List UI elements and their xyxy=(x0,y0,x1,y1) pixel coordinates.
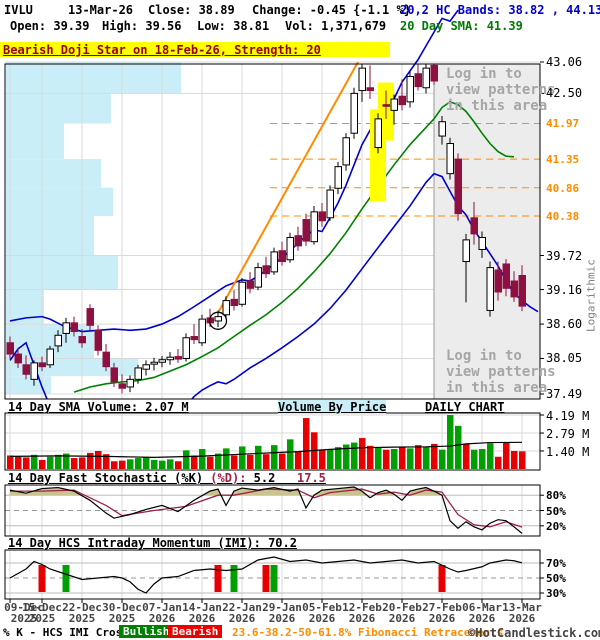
daily-chart-label: DAILY CHART xyxy=(425,400,505,414)
fib-level-label: 41.35 xyxy=(546,153,580,167)
volume-sma-line xyxy=(9,441,523,459)
stochastic-tick-label: 80% xyxy=(546,489,566,503)
date-axis-label: 15-Dec 2025 xyxy=(22,601,62,625)
date-axis-label: 07-Jan 2026 xyxy=(142,601,182,625)
price-tick-label: 42.50 xyxy=(546,86,583,101)
stochastic-k-label: 14 Day Fast Stochastic (%K) xyxy=(8,471,211,485)
date-axis-label: 09-Dec 2025 xyxy=(4,601,44,625)
open-label: Open: 39.39 xyxy=(10,19,90,33)
volume-tick-label: 4.19 M xyxy=(546,409,590,423)
login-message-bottom[interactable]: Log in to view patterns in this area xyxy=(446,348,556,396)
price-tick-label: 39.16 xyxy=(546,282,583,297)
axis-ticks xyxy=(9,61,544,603)
close-label: Close: 38.89 xyxy=(148,3,235,17)
symbol-label: IVLU xyxy=(4,3,33,17)
stochastic-k-line xyxy=(9,486,523,534)
imi-tick-label: 50% xyxy=(546,572,566,585)
fib-level-label: 40.38 xyxy=(546,210,580,223)
log-scale-label: Logarithmic xyxy=(584,259,598,332)
date-axis-label: 12-Feb 2026 xyxy=(342,601,382,625)
volume-tick-label: 2.79 M xyxy=(546,427,590,442)
stochastic-label: 14 Day Fast Stochastic (%K) (%D): 5.2 17… xyxy=(8,471,326,485)
low-label: Low: 38.81 xyxy=(197,19,270,33)
bearish-badge: Bearish xyxy=(168,625,223,638)
price-tick-label: 38.05 xyxy=(546,351,583,366)
imi-tick-label: 70% xyxy=(546,557,566,570)
volume-label: Vol: 1,371,679 xyxy=(285,19,387,33)
change-label: Change: -0.45 {-1.1 %} xyxy=(252,3,411,17)
stochastic-k-value: 5.2 xyxy=(246,471,297,485)
fib-level-label: 40.86 xyxy=(546,181,580,195)
volume-by-price-label: Volume By Price xyxy=(278,400,387,414)
date-axis-label: 29-Jan 2026 xyxy=(262,601,302,625)
pattern-banner-text: Bearish Doji Star on 18-Feb-26, Strength… xyxy=(3,43,321,57)
date-axis-label: 20-Feb 2026 xyxy=(382,601,422,625)
trend-line xyxy=(217,61,359,314)
stochastic-d-label: (%D): xyxy=(210,471,247,485)
price-tick-label: 39.72 xyxy=(546,248,583,263)
price-tick-label: 37.49 xyxy=(546,387,583,401)
copyright-label: ©HotCandlestick.com xyxy=(468,626,600,640)
date-axis-label: 30-Dec 2025 xyxy=(102,601,142,625)
date-label: 13-Mar-26 xyxy=(68,3,134,17)
date-axis-label: 27-Feb 2026 xyxy=(422,601,462,625)
volume-by-price-bars xyxy=(6,62,181,394)
stochastic-tick-label: 50% xyxy=(546,504,566,518)
imi-panel-border xyxy=(4,549,541,600)
imi-label: 14 Day HCS Intraday Momentum (IMI): 70.2 xyxy=(8,536,297,550)
pattern-banner: Bearish Doji Star on 18-Feb-26, Strength… xyxy=(0,42,390,57)
stochastic-d-line xyxy=(10,488,523,528)
imi-line xyxy=(9,556,523,594)
sma20-line xyxy=(73,100,515,393)
fibonacci-legend-label: 23.6-38.2-50-61.8% Fibonacci Retracement… xyxy=(232,626,504,639)
login-overlay-region xyxy=(433,64,540,399)
high-label: High: 39.56 xyxy=(102,19,182,33)
volume-tick-label: 1.40 M xyxy=(546,444,590,459)
sma-label: 20 Day SMA: 41.39 xyxy=(400,19,523,33)
volume-sma-label: 14 Day SMA Volume: 2.07 M xyxy=(8,400,189,414)
price-tick-label: 38.60 xyxy=(546,317,583,332)
imi-crossover-signals xyxy=(38,565,446,592)
imi-tick-label: 30% xyxy=(546,587,566,600)
candlesticks xyxy=(6,64,526,394)
fib-level-label: 41.97 xyxy=(546,117,580,131)
date-axis-label: 06-Mar 2026 xyxy=(462,601,502,625)
date-axis-label: 22-Dec 2025 xyxy=(62,601,102,625)
volume-panel-border xyxy=(4,412,541,471)
bullish-badge: Bullish xyxy=(119,625,174,638)
main-panel-border xyxy=(4,63,541,400)
date-axis-label: 14-Jan 2026 xyxy=(182,601,222,625)
date-axis-label: 05-Feb 2026 xyxy=(302,601,342,625)
stochastic-tick-label: 20% xyxy=(546,519,566,533)
date-axis-label: 22-Jan 2026 xyxy=(222,601,262,625)
volume-bars xyxy=(7,415,526,469)
hc-bands-label: 20,2 HC Bands: 38.82 , 44.13 xyxy=(400,3,600,17)
stochastic-d-value: 17.5 xyxy=(297,471,326,485)
price-tick-label: 43.06 xyxy=(546,55,583,69)
pattern-circle-annotation xyxy=(208,311,228,330)
login-message-top[interactable]: Log in to view patterns in this area xyxy=(446,66,556,114)
imi-gridlines xyxy=(5,550,540,599)
date-axis-label: 13-Mar 2026 xyxy=(502,601,542,625)
fibonacci-retracement-lines xyxy=(270,122,540,217)
